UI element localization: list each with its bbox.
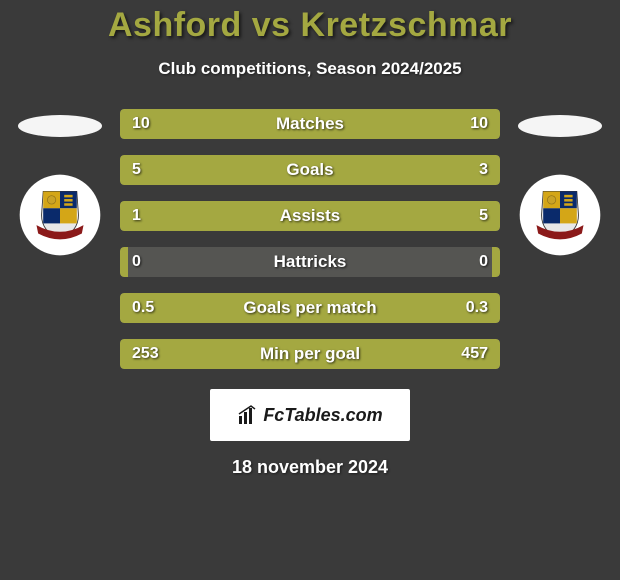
stat-label: Min per goal: [120, 339, 500, 369]
stat-bar: 1010Matches: [120, 109, 500, 139]
left-ellipse: [18, 115, 102, 137]
stat-bar: 0.50.3Goals per match: [120, 293, 500, 323]
stat-label: Hattricks: [120, 247, 500, 277]
stats-bars: 1010Matches 53Goals 15Assists 00Hattricks 0.…: [110, 109, 510, 385]
stat-label: Goals: [120, 155, 500, 185]
stat-bar: 15Assists: [120, 201, 500, 231]
left-crest: [18, 173, 102, 257]
page-title: Ashford vs Kretzschmar: [0, 6, 620, 45]
right-crest: [518, 173, 602, 257]
stat-bar: 53Goals: [120, 155, 500, 185]
chart-icon: [237, 404, 259, 426]
right-player-col: [510, 109, 610, 257]
left-player-col: [10, 109, 110, 257]
brand-badge: FcTables.com: [210, 389, 410, 441]
stat-bar: 253457Min per goal: [120, 339, 500, 369]
stat-label: Matches: [120, 109, 500, 139]
stat-label: Assists: [120, 201, 500, 231]
stat-bar: 00Hattricks: [120, 247, 500, 277]
stat-label: Goals per match: [120, 293, 500, 323]
right-ellipse: [518, 115, 602, 137]
subtitle: Club competitions, Season 2024/2025: [0, 59, 620, 79]
date-line: 18 november 2024: [0, 457, 620, 478]
brand-text: FcTables.com: [263, 405, 382, 426]
comparison-row: 1010Matches 53Goals 15Assists 00Hattricks 0.…: [0, 109, 620, 385]
